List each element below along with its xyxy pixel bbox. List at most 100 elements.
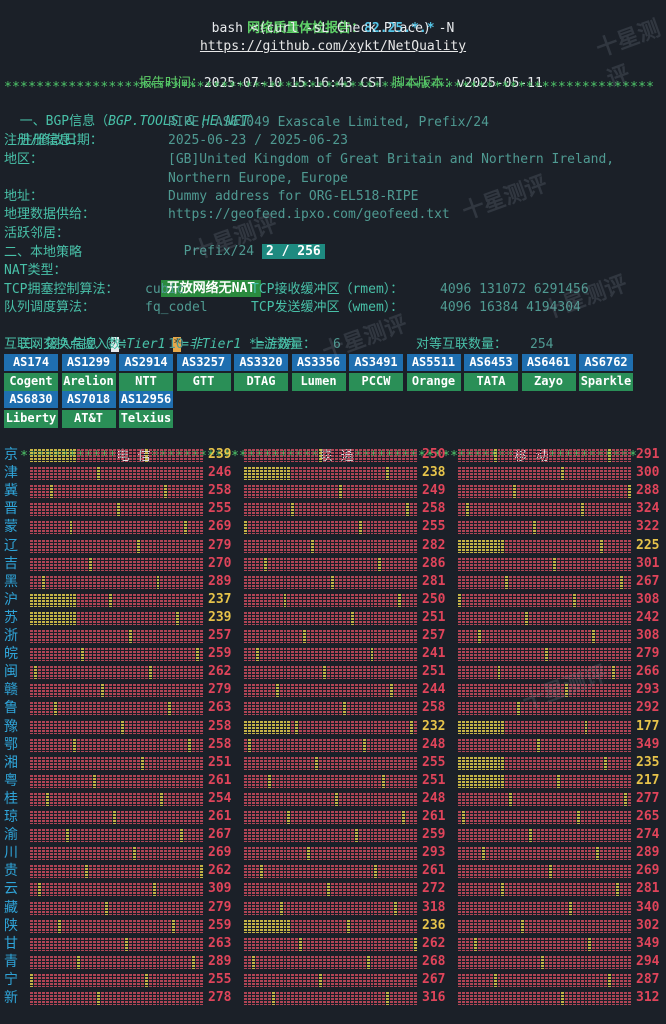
latency-value: 281 <box>636 881 660 897</box>
latency-bar <box>244 702 417 716</box>
latency-value: 288 <box>636 483 660 499</box>
province-label: 青 <box>4 953 18 970</box>
asn-number: AS6461 <box>521 354 576 371</box>
province-label: 辽 <box>4 537 18 554</box>
latency-row: 蒙 269 255 322 <box>0 518 666 536</box>
latency-value: 261 <box>422 809 446 824</box>
latency-bar <box>244 992 417 1005</box>
latency-bar <box>244 901 417 915</box>
latency-bar <box>244 756 417 770</box>
bgp-section-title: 一、BGP信息（BGP.TOOLS & HE.NET） <box>19 114 263 129</box>
province-label: 冀 <box>4 483 18 500</box>
latency-value: 235 <box>636 754 660 770</box>
peer-label: 对等互联数量： <box>416 337 508 352</box>
latency-bar <box>458 829 631 843</box>
repo-link[interactable]: https://github.com/xykt/NetQuality <box>199 39 467 54</box>
asn-badge: AS6453 TATA <box>464 354 518 391</box>
cc-value: cubic <box>145 282 185 297</box>
latency-value: 324 <box>636 501 660 517</box>
latency-value: 279 <box>208 682 232 698</box>
asn-badge: AS3356 Lumen <box>291 354 346 391</box>
latency-bar <box>244 774 417 788</box>
province-label: 陕 <box>4 917 18 934</box>
latency-value: 241 <box>422 646 446 662</box>
latency-bar <box>458 684 631 698</box>
latency-value: 293 <box>422 845 446 861</box>
command-line[interactable]: bash <(curl -sL Check.Place) -N <box>211 21 455 36</box>
province-label: 渝 <box>4 827 18 844</box>
province-label: 黑 <box>4 573 18 590</box>
asn-name: Telxius <box>119 410 173 428</box>
latency-row: 沪 237 250 308 <box>0 591 666 609</box>
latency-row: 辽 279 282 225 <box>0 537 666 555</box>
province-label: 粤 <box>4 772 18 789</box>
latency-row: 粤 261 251 217 <box>0 772 666 790</box>
region-value-2: Northern Europe, Europe <box>168 171 349 186</box>
latency-bar <box>458 575 631 589</box>
latency-value: 258 <box>422 700 446 716</box>
province-label: 津 <box>4 465 18 482</box>
latency-value: 318 <box>422 899 446 915</box>
latency-bar <box>30 467 203 481</box>
province-label: 闽 <box>4 664 18 681</box>
latency-row: 渝 267 259 274 <box>0 826 666 844</box>
latency-value: 349 <box>636 736 660 752</box>
latency-row: 黑 289 281 267 <box>0 573 666 591</box>
province-label: 皖 <box>4 646 18 663</box>
reg-date-value: 2025-06-23 / 2025-06-23 <box>168 133 349 148</box>
latency-row: 晋 255 258 324 <box>0 500 666 518</box>
latency-value: 302 <box>636 917 660 933</box>
province-label: 吉 <box>4 555 18 572</box>
latency-value: 236 <box>422 917 446 933</box>
latency-row: 宁 255 267 287 <box>0 971 666 989</box>
latency-value: 269 <box>636 863 660 879</box>
region-value-1: [GB]United Kingdom of Great Britain and … <box>168 152 615 167</box>
qdisc-value: fq_codel <box>145 300 208 315</box>
asn-name: Cogent <box>4 373 58 391</box>
asn-name: DTAG <box>234 373 288 391</box>
latency-bar <box>244 449 417 462</box>
latency-value: 258 <box>208 736 232 752</box>
latency-row: 川 269 293 289 <box>0 844 666 862</box>
latency-value: 239 <box>208 447 232 462</box>
latency-row: 闽 262 251 266 <box>0 663 666 681</box>
latency-bar <box>30 756 203 770</box>
peer-value: 254 <box>530 337 554 352</box>
asn-number: AS3257 <box>176 354 231 371</box>
address-label: 地址： <box>4 189 44 204</box>
latency-row: 藏 279 318 340 <box>0 899 666 917</box>
latency-bar <box>458 702 631 716</box>
province-label: 蒙 <box>4 519 18 536</box>
latency-bar <box>458 847 631 861</box>
latency-bar <box>244 937 417 951</box>
asn-badge: AS3320 DTAG <box>234 354 288 391</box>
latency-value: 259 <box>208 917 232 933</box>
latency-row: 甘 263 262 349 <box>0 935 666 953</box>
asn-name: TATA <box>464 373 518 391</box>
latency-value: 257 <box>422 628 446 643</box>
latency-bar <box>30 557 203 571</box>
province-label: 贵 <box>4 863 18 880</box>
province-label: 鄂 <box>4 736 18 753</box>
latency-bar <box>244 539 417 553</box>
latency-bar <box>30 865 203 879</box>
latency-value: 279 <box>208 899 232 915</box>
latency-row: 苏 239 251 242 <box>0 609 666 627</box>
latency-bar <box>30 811 203 824</box>
latency-bar <box>458 593 631 607</box>
address-value: Dummy address for ORG-EL518-RIPE <box>168 189 419 204</box>
latency-value: 286 <box>422 555 446 571</box>
latency-value: 261 <box>422 863 446 879</box>
latency-value: 262 <box>422 935 446 951</box>
latency-value: 308 <box>636 591 660 607</box>
asn-number: AS5511 <box>406 354 461 371</box>
latency-bar <box>244 919 417 933</box>
latency-value: 258 <box>208 718 232 734</box>
latency-value: 262 <box>208 863 232 879</box>
geofeed-value[interactable]: https://geofeed.ipxo.com/geofeed.txt <box>168 207 450 222</box>
geofeed-label: 地理数据供给： <box>4 207 96 222</box>
asn-number: AS1299 <box>61 354 116 371</box>
latency-row: 鄂 258 248 349 <box>0 736 666 754</box>
latency-bar <box>30 847 203 861</box>
latency-bar <box>244 611 417 625</box>
